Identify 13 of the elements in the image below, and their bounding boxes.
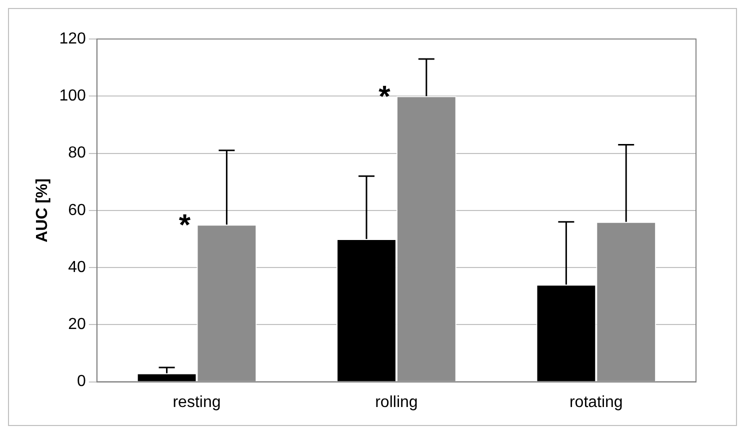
- y-tick-label: 80: [68, 144, 86, 162]
- annotation: *: [378, 80, 391, 114]
- y-tick-label: 100: [59, 88, 86, 105]
- y-tick-label: 20: [68, 316, 86, 334]
- annotation: *: [178, 208, 191, 242]
- y-tick-label: 120: [59, 30, 86, 48]
- x-tick-label: rolling: [375, 394, 418, 411]
- x-tick-label: rotating: [569, 394, 623, 411]
- y-tick-label: 0: [76, 373, 86, 390]
- x-tick-label: resting: [172, 394, 221, 411]
- y-tick-label: 60: [68, 202, 86, 219]
- y-axis-title: AUC [%]: [34, 178, 52, 242]
- y-tick-label: 40: [68, 258, 86, 276]
